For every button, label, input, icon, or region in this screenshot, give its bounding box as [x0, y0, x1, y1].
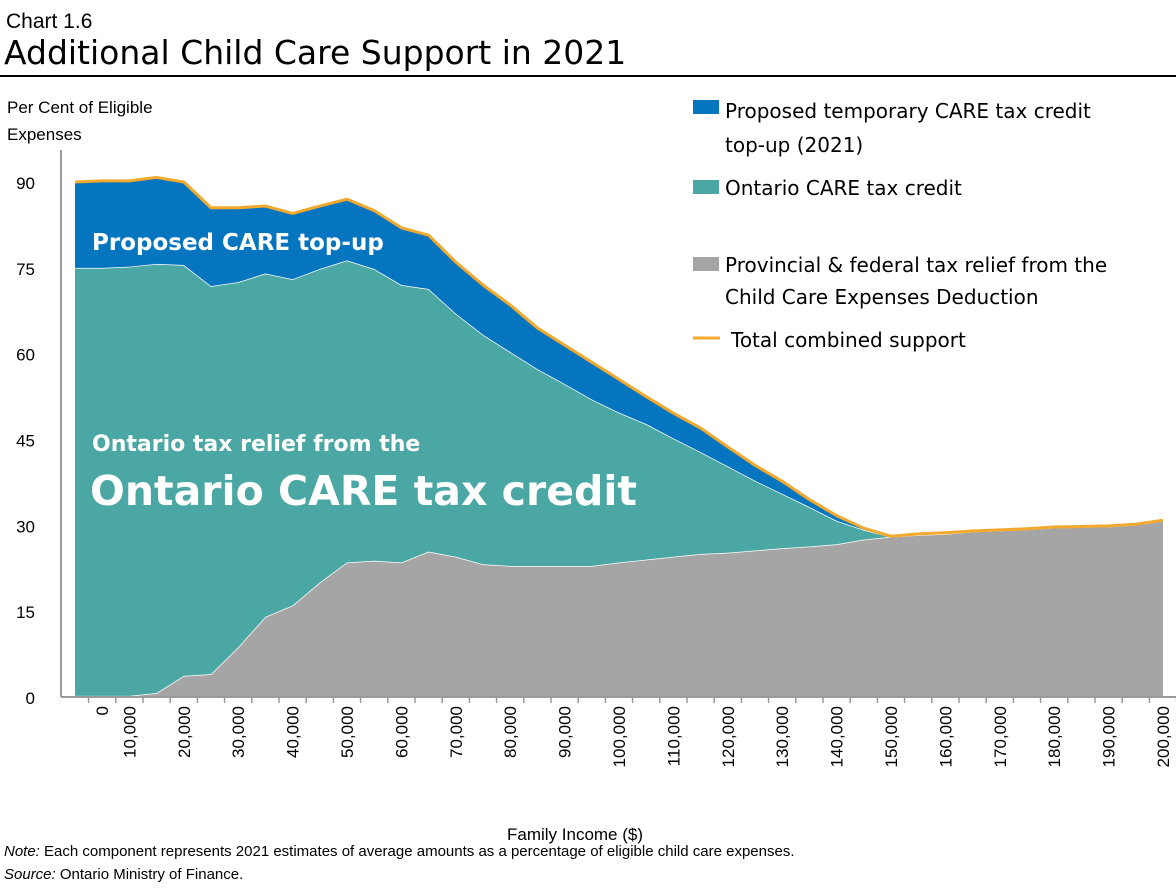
legend-label-topup-line1: Proposed temporary CARE tax credit — [725, 99, 1091, 123]
area-series-0 — [75, 520, 1163, 697]
x-tick-label: 110,000 — [664, 706, 683, 766]
x-tick-label: 90,000 — [556, 706, 575, 758]
annotation-topup: Proposed CARE top-up — [92, 230, 384, 256]
y-tick-label: 45 — [16, 432, 35, 451]
x-tick-label: 180,000 — [1045, 706, 1064, 767]
legend-label-provincial-line1: Provincial & federal tax relief from the — [725, 253, 1107, 277]
y-tick-label: 15 — [16, 603, 35, 622]
source-text: Ontario Ministry of Finance. — [56, 866, 244, 883]
y-tick-label: 90 — [16, 174, 35, 193]
axes: 0 15 30 45 60 75 90 0 10,000 20,000 30,000 40,000 50… — [16, 150, 1176, 767]
x-tick-label: 20,000 — [175, 706, 194, 758]
legend-swatch-ontario — [693, 180, 719, 194]
x-tick-label: 100,000 — [610, 706, 629, 767]
legend-label-provincial-line2: Child Care Expenses Deduction — [725, 285, 1039, 309]
y-tick-label: 60 — [16, 346, 35, 365]
x-tick-label: 70,000 — [447, 706, 466, 758]
x-tick-label: 0 — [93, 706, 112, 715]
annotation-ontario-line2: Ontario CARE tax credit — [90, 467, 637, 515]
x-tick-label: 140,000 — [828, 706, 847, 767]
y-axis-label-line2: Expenses — [7, 125, 82, 144]
x-tick-label: 160,000 — [936, 706, 955, 767]
x-tick-label: 200,000 — [1154, 706, 1173, 767]
plot-areas — [74, 175, 1164, 697]
chart-number: Chart 1.6 — [6, 10, 92, 33]
legend-swatch-provincial — [693, 257, 719, 271]
x-tick-label: 10,000 — [120, 706, 139, 758]
y-tick-label: 0 — [26, 689, 35, 708]
legend-label-ontario: Ontario CARE tax credit — [725, 176, 962, 200]
x-tick-label: 190,000 — [1100, 706, 1119, 767]
y-axis-label-line1: Per Cent of Eligible — [7, 98, 153, 117]
note-text: Each component represents 2021 estimates… — [40, 843, 795, 860]
legend-label-total: Total combined support — [730, 328, 966, 352]
legend: Proposed temporary CARE tax credit top-u… — [693, 99, 1107, 352]
note-label: Note: — [4, 843, 40, 860]
area-series-1 — [75, 260, 1163, 696]
source: Source: Ontario Ministry of Finance. — [4, 866, 243, 883]
x-tick-label: 60,000 — [392, 706, 411, 758]
source-label: Source: — [4, 866, 56, 883]
y-tick-label: 30 — [16, 517, 35, 536]
line-total-combined-support — [74, 175, 1164, 538]
x-tick-label: 50,000 — [338, 706, 357, 758]
x-tick-label: 30,000 — [229, 706, 248, 758]
chart-title: Additional Child Care Support in 2021 — [4, 33, 626, 72]
x-tick-label: 150,000 — [882, 706, 901, 767]
area-series-2 — [75, 177, 1163, 537]
x-axis-label: Family Income ($) — [507, 825, 643, 844]
note: Note: Each component represents 2021 est… — [4, 843, 794, 860]
y-tick-label: 75 — [16, 260, 35, 279]
legend-label-topup-line2: top-up (2021) — [725, 133, 863, 157]
legend-swatch-topup — [693, 100, 719, 114]
x-tick-label: 120,000 — [719, 706, 738, 767]
annotation-ontario-line1: Ontario tax relief from the — [92, 432, 420, 457]
x-tick-label: 170,000 — [991, 706, 1010, 767]
x-tick-label: 130,000 — [773, 706, 792, 767]
x-tick-label: 40,000 — [284, 706, 303, 758]
x-tick-label: 80,000 — [501, 706, 520, 758]
